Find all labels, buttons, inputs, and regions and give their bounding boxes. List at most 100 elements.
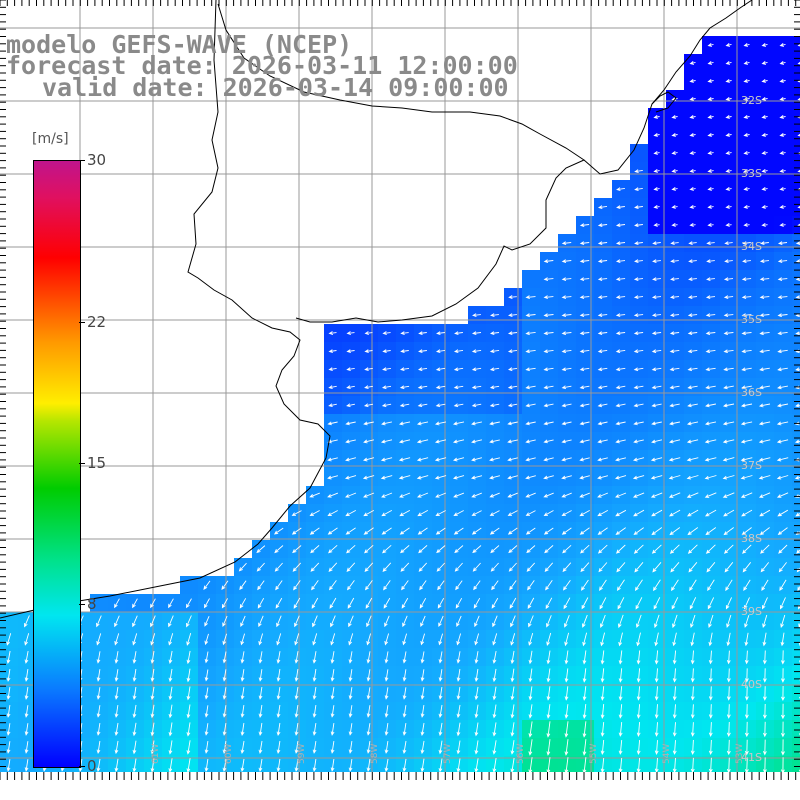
- wind-arrow: [114, 598, 120, 609]
- wind-arrow: [668, 457, 681, 462]
- wind-arrow: [437, 580, 445, 591]
- wind-arrow: [383, 580, 391, 591]
- wind-arrow: [722, 457, 735, 462]
- wind-arrow: [543, 331, 554, 336]
- wind-arrow: [780, 632, 785, 647]
- wind-arrow: [525, 421, 536, 426]
- wind-arrow: [400, 562, 410, 572]
- wind-arrow: [276, 722, 281, 737]
- wind-arrow: [327, 492, 339, 498]
- wind-arrow: [779, 579, 787, 591]
- wind-arrow: [708, 686, 713, 701]
- wind-arrow: [633, 509, 645, 517]
- wind-arrow: [635, 597, 643, 610]
- wind-arrow: [489, 457, 501, 462]
- bottom-strip: [0, 772, 800, 800]
- wind-arrow: [743, 579, 751, 591]
- wind-arrow: [399, 492, 411, 498]
- wind-arrow: [741, 367, 752, 372]
- wind-arrow: [563, 597, 571, 610]
- wind-arrow: [579, 223, 590, 228]
- wind-arrow: [561, 259, 572, 264]
- wind-arrow: [204, 669, 209, 682]
- wind-arrow: [348, 741, 353, 754]
- wind-arrow: [722, 475, 735, 480]
- wind-arrow: [760, 562, 770, 573]
- wind-arrow: [708, 614, 714, 628]
- wind-arrow: [455, 580, 463, 591]
- wind-arrow: [615, 385, 626, 390]
- wind-arrow: [186, 704, 191, 719]
- wind-arrow: [579, 331, 590, 336]
- wind-arrow: [579, 259, 590, 264]
- wind-arrow: [471, 510, 482, 516]
- wind-arrow: [96, 687, 101, 700]
- wind-arrow: [312, 633, 318, 646]
- wind-arrow: [276, 651, 281, 664]
- wind-arrow: [724, 259, 733, 264]
- wind-arrow: [777, 527, 788, 536]
- wind-arrow: [24, 705, 29, 718]
- wind-arrow: [471, 439, 483, 444]
- wind-arrow: [597, 457, 608, 462]
- wind-arrow: [779, 223, 786, 227]
- wind-arrow: [582, 668, 587, 683]
- wind-arrow: [759, 385, 770, 390]
- wind-arrow: [330, 615, 336, 628]
- wind-arrow: [507, 475, 518, 480]
- wind-cell: [792, 468, 800, 486]
- wind-arrow: [708, 722, 713, 737]
- wind-arrow: [723, 349, 734, 354]
- wind-arrow: [725, 579, 733, 592]
- wind-arrow: [418, 545, 428, 554]
- wind-arrow: [454, 545, 464, 554]
- wind-arrow: [615, 544, 626, 554]
- wind-arrow: [797, 115, 800, 119]
- wind-arrow: [525, 295, 536, 300]
- wind-arrow: [579, 385, 590, 390]
- wind-arrow: [705, 295, 716, 300]
- wind-arrow: [688, 562, 698, 573]
- wind-arrow: [761, 597, 768, 610]
- wind-arrow: [492, 633, 498, 646]
- wind-arrow: [776, 475, 789, 480]
- wind-arrow: [346, 580, 355, 591]
- wind-arrow: [633, 385, 644, 390]
- wind-arrow: [438, 615, 444, 628]
- wind-arrow: [546, 721, 551, 738]
- wind-arrow: [150, 651, 155, 664]
- wind-arrow: [347, 597, 355, 609]
- wind-arrow: [564, 704, 569, 719]
- wind-arrow: [204, 687, 209, 700]
- wind-arrow: [510, 668, 515, 683]
- latitude-label: 41S: [741, 751, 762, 764]
- wind-arrow: [510, 740, 515, 755]
- wind-arrow: [328, 403, 337, 408]
- wind-arrow: [672, 722, 677, 737]
- wind-arrow: [328, 562, 338, 572]
- wind-arrow: [507, 385, 518, 390]
- colorbar-tick-label: 30: [87, 151, 107, 169]
- wind-arrow: [508, 295, 517, 300]
- wind-arrow: [312, 669, 317, 682]
- wind-arrow: [489, 510, 500, 516]
- wind-arrow: [561, 510, 572, 517]
- wind-arrow: [632, 475, 645, 480]
- wind-arrow: [743, 597, 750, 610]
- wind-arrow: [346, 562, 356, 572]
- wind-arrow: [741, 295, 752, 300]
- longitude-label: 58W: [370, 743, 380, 764]
- wind-arrow: [777, 349, 788, 354]
- wind-arrow: [363, 439, 375, 444]
- wind-arrow: [651, 544, 662, 554]
- wind-arrow: [615, 527, 626, 536]
- wind-arrow: [686, 439, 699, 444]
- wind-arrow: [96, 633, 102, 646]
- wind-arrow: [400, 349, 409, 354]
- wind-arrow: [525, 439, 536, 444]
- wind-arrow: [292, 545, 302, 554]
- wind-arrow: [597, 367, 608, 372]
- wind-arrow: [795, 512, 800, 517]
- wind-arrow: [456, 704, 461, 719]
